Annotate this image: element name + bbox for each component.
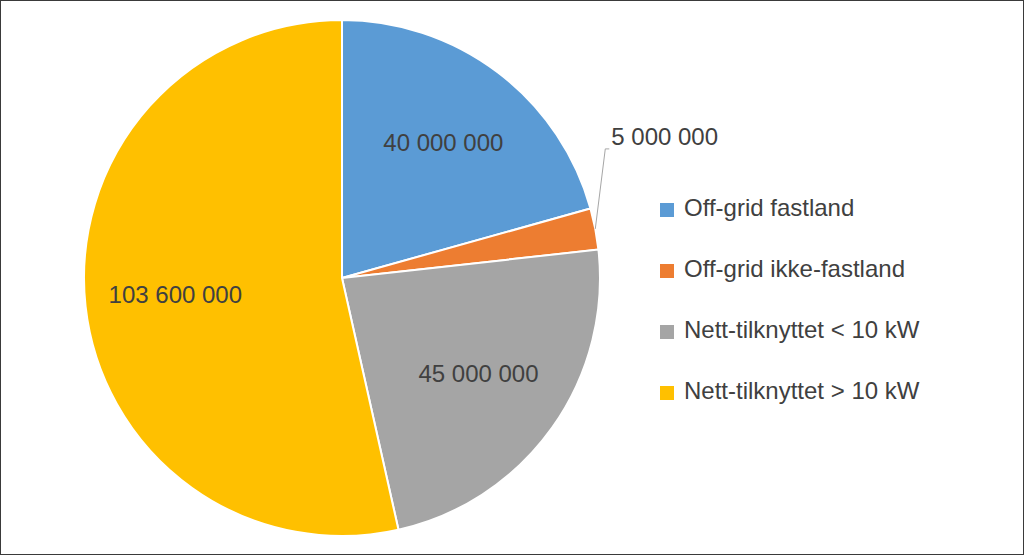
legend-swatch — [660, 264, 674, 278]
legend-swatch — [660, 325, 674, 339]
chart-frame — [1, 1, 1024, 555]
legend-swatch — [660, 203, 674, 217]
leader-line — [595, 149, 609, 229]
data-label: 40 000 000 — [383, 129, 503, 156]
pie-slice — [84, 20, 398, 536]
legend-label: Off-grid fastland — [684, 194, 854, 221]
data-labels: 40 000 000 5 000 000 45 000 000 103 600 000 — [109, 123, 718, 387]
pie-slices — [84, 20, 600, 536]
chart-svg: 40 000 000 5 000 000 45 000 000 103 600 000… — [0, 0, 1024, 555]
data-label: 103 600 000 — [109, 281, 242, 308]
chart-container: 40 000 000 5 000 000 45 000 000 103 600 000… — [0, 0, 1024, 555]
legend-label: Nett-tilknyttet < 10 kW — [684, 316, 920, 343]
legend: Off-grid fastland Off-grid ikke-fastland N… — [660, 194, 920, 404]
legend-label: Off-grid ikke-fastland — [684, 255, 905, 282]
data-label: 45 000 000 — [418, 360, 538, 387]
legend-swatch — [660, 386, 674, 400]
data-label: 5 000 000 — [611, 123, 718, 150]
legend-label: Nett-tilknyttet > 10 kW — [684, 377, 920, 404]
